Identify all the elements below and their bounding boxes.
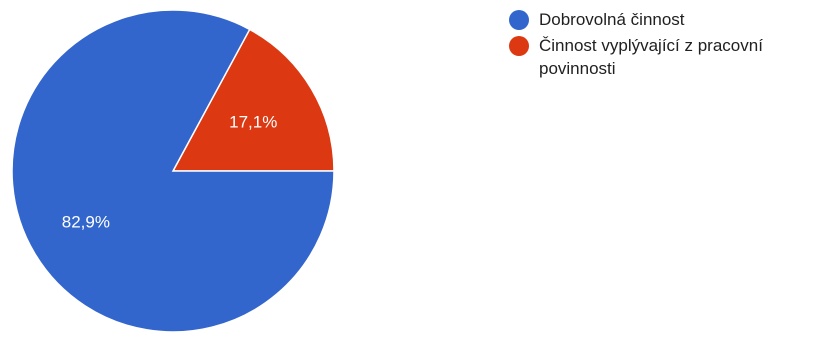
- legend-item-1[interactable]: Činnost vyplývající z pracovní povinnost…: [509, 34, 819, 80]
- pie-slice-label-1: 17,1%: [229, 113, 277, 132]
- pie-slices: [11, 9, 335, 333]
- legend-item-0[interactable]: Dobrovolná činnost: [509, 8, 819, 31]
- legend-label-1: Činnost vyplývající z pracovní povinnost…: [539, 36, 763, 78]
- pie-slice-label-0: 82,9%: [62, 212, 110, 231]
- legend-swatch-0: [509, 10, 529, 30]
- legend-label-0: Dobrovolná činnost: [539, 10, 685, 29]
- pie-slice-labels: 17,1% 82,9%: [62, 113, 278, 232]
- pie-slice-0[interactable]: [11, 9, 335, 333]
- pie-slice-1[interactable]: [171, 28, 335, 172]
- legend-swatch-1: [509, 36, 529, 56]
- chart-legend: Dobrovolná činnost Činnost vyplývající z…: [509, 8, 819, 83]
